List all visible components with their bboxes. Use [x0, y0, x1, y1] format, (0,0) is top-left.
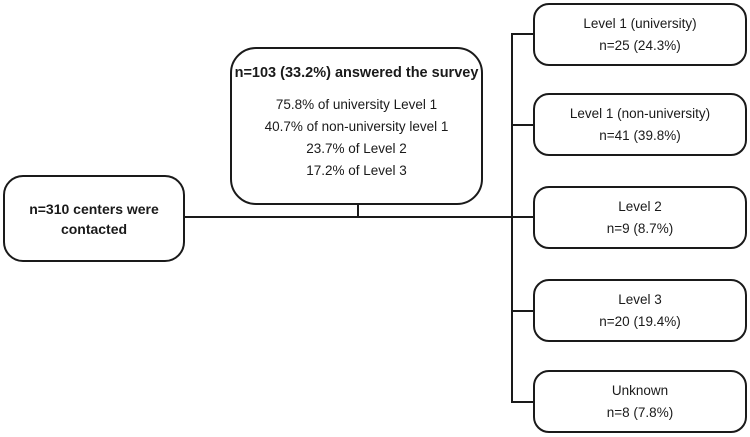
summary-line: 23.7% of Level 2 — [306, 141, 407, 156]
branch-label: Level 3 — [618, 291, 662, 307]
branch-value: n=20 (19.4%) — [599, 313, 681, 329]
branch-node-unknown: Unknown n=8 (7.8%) — [533, 370, 747, 433]
root-node-label: n=310 centers were contacted — [29, 200, 159, 237]
summary-line: 40.7% of non-university level 1 — [264, 119, 449, 134]
branch-node-level3: Level 3 n=20 (19.4%) — [533, 279, 747, 342]
branch-label: Level 1 (university) — [583, 15, 697, 31]
branch-node-level2: Level 2 n=9 (8.7%) — [533, 186, 747, 249]
summary-line: 75.8% of university Level 1 — [275, 97, 438, 112]
branch-value: n=8 (7.8%) — [606, 404, 674, 420]
branch-value: n=9 (8.7%) — [606, 220, 674, 236]
root-node: n=310 centers were contacted — [3, 175, 185, 262]
branch-node-level1-university: Level 1 (university) n=25 (24.3%) — [533, 3, 747, 66]
summary-node-title: n=103 (33.2%) answered the survey — [234, 65, 479, 81]
branch-label: Level 1 (non-university) — [569, 105, 711, 121]
branch-label: Unknown — [611, 382, 669, 398]
branch-value: n=25 (24.3%) — [599, 37, 681, 53]
branch-label: Level 2 — [618, 198, 662, 214]
summary-line: 17.2% of Level 3 — [306, 163, 407, 178]
branch-value: n=41 (39.8%) — [599, 127, 681, 143]
branch-node-level1-non-university: Level 1 (non-university) n=41 (39.8%) — [533, 93, 747, 156]
summary-node: n=103 (33.2%) answered the survey 75.8% … — [230, 47, 483, 205]
